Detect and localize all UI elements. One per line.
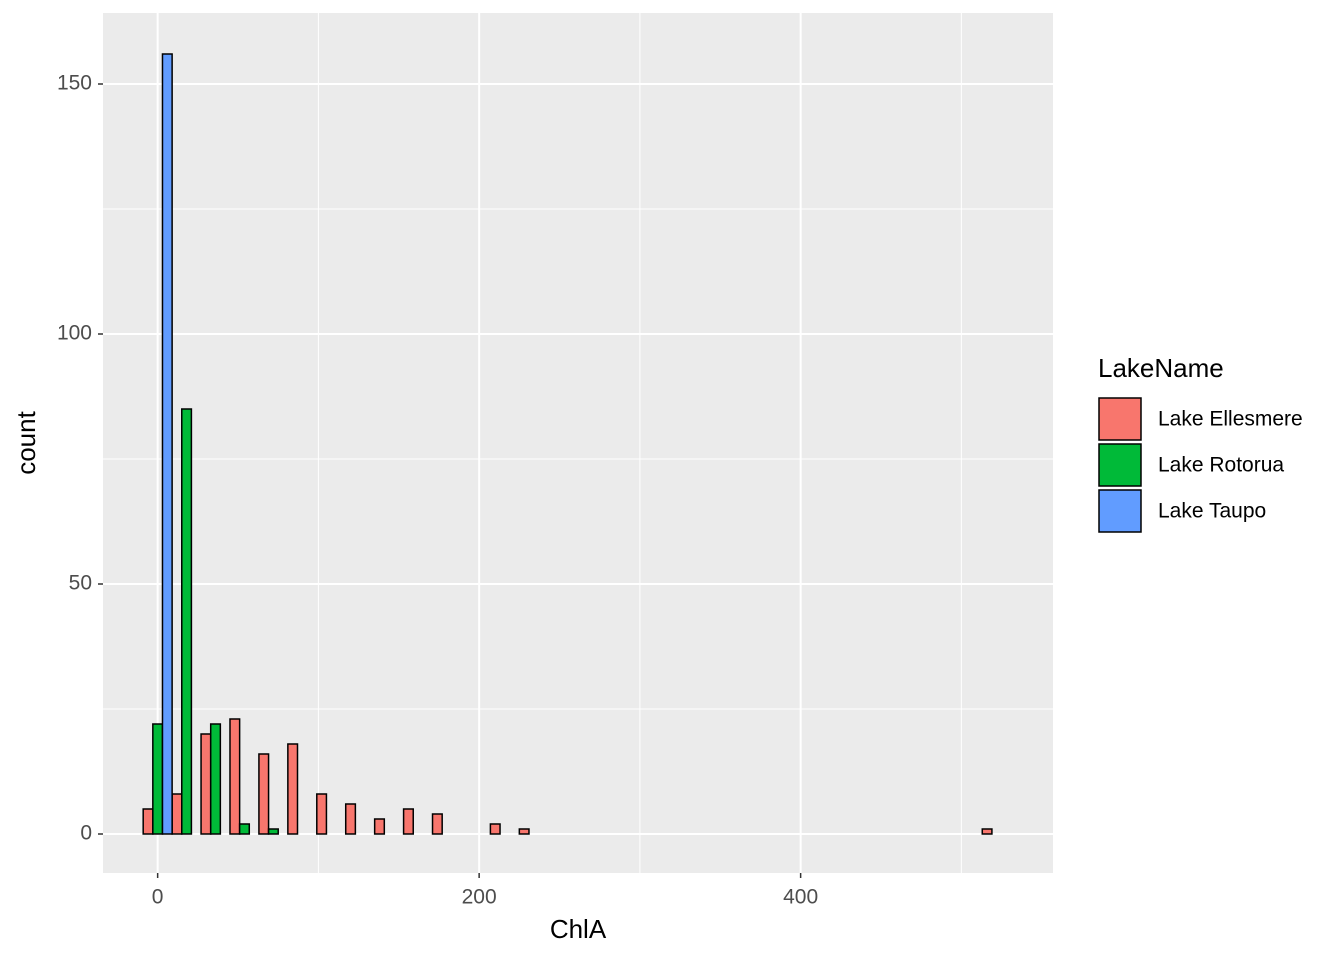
bar xyxy=(316,793,328,835)
bar xyxy=(238,823,251,835)
bar xyxy=(981,828,993,835)
bar xyxy=(431,813,443,835)
y-tick-label: 150 xyxy=(57,72,92,95)
bar xyxy=(200,733,212,835)
x-tick-label: 200 xyxy=(462,886,497,909)
legend-key xyxy=(1098,489,1142,533)
legend-label: Lake Ellesmere xyxy=(1158,408,1303,431)
bar xyxy=(171,793,183,835)
y-tick-label: 100 xyxy=(57,322,92,345)
bar xyxy=(161,53,173,835)
panel xyxy=(103,13,1053,873)
y-axis-label: count xyxy=(11,410,41,474)
bar xyxy=(209,723,222,835)
bar xyxy=(344,803,357,835)
legend-label: Lake Rotorua xyxy=(1158,454,1284,477)
bar xyxy=(287,743,299,835)
legend-title: LakeName xyxy=(1098,353,1224,383)
bar xyxy=(373,818,386,835)
x-tick-label: 400 xyxy=(783,886,818,909)
bar xyxy=(152,723,164,835)
bar xyxy=(402,808,414,835)
bar xyxy=(229,718,241,835)
legend-key xyxy=(1098,397,1142,441)
bar xyxy=(142,808,154,835)
bar xyxy=(518,828,530,835)
bar xyxy=(489,823,501,835)
bar xyxy=(267,828,279,835)
y-tick-label: 50 xyxy=(69,572,92,595)
y-tick-label: 0 xyxy=(80,822,92,845)
bar xyxy=(258,753,270,835)
x-tick-label: 0 xyxy=(152,886,164,909)
legend-key xyxy=(1098,443,1142,487)
bar xyxy=(181,408,193,835)
legend-label: Lake Taupo xyxy=(1158,500,1266,523)
x-axis-label: ChlA xyxy=(550,914,607,944)
